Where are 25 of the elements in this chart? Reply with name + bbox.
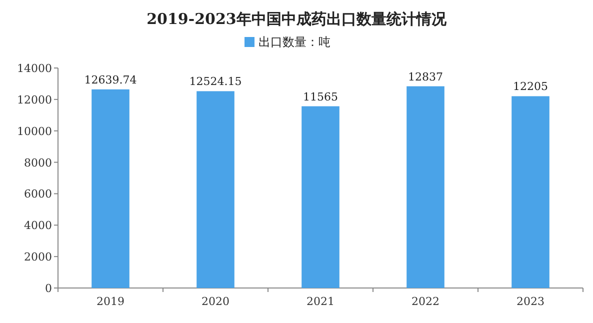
x-tick-label: 2020 — [202, 295, 230, 308]
x-tick-label: 2023 — [516, 295, 544, 308]
y-tick-label: 14000 — [17, 62, 52, 75]
data-label: 12837 — [408, 70, 443, 84]
y-tick-label: 12000 — [17, 93, 52, 106]
data-label: 12639.74 — [84, 73, 137, 86]
x-tick-label: 2022 — [412, 295, 440, 308]
y-tick-label: 2000 — [24, 250, 52, 264]
data-label: 12524.15 — [189, 75, 242, 88]
y-tick-label: 0 — [45, 282, 52, 295]
x-tick-label: 2021 — [306, 295, 334, 308]
x-tick-label: 2019 — [96, 295, 124, 308]
bar — [512, 96, 550, 288]
data-label: 11565 — [303, 90, 338, 104]
y-tick-label: 10000 — [17, 124, 52, 138]
y-tick-label: 6000 — [24, 188, 52, 201]
data-label: 12205 — [513, 80, 548, 94]
bar — [302, 106, 340, 288]
bar — [406, 86, 444, 288]
legend-label: 出口数量：吨 — [258, 35, 330, 49]
bar — [196, 91, 234, 288]
y-tick-label: 4000 — [24, 219, 52, 232]
bar — [92, 89, 130, 288]
chart-title: 2019-2023年中国中成药出口数量统计情况 — [146, 10, 448, 28]
y-tick-label: 8000 — [24, 156, 52, 170]
